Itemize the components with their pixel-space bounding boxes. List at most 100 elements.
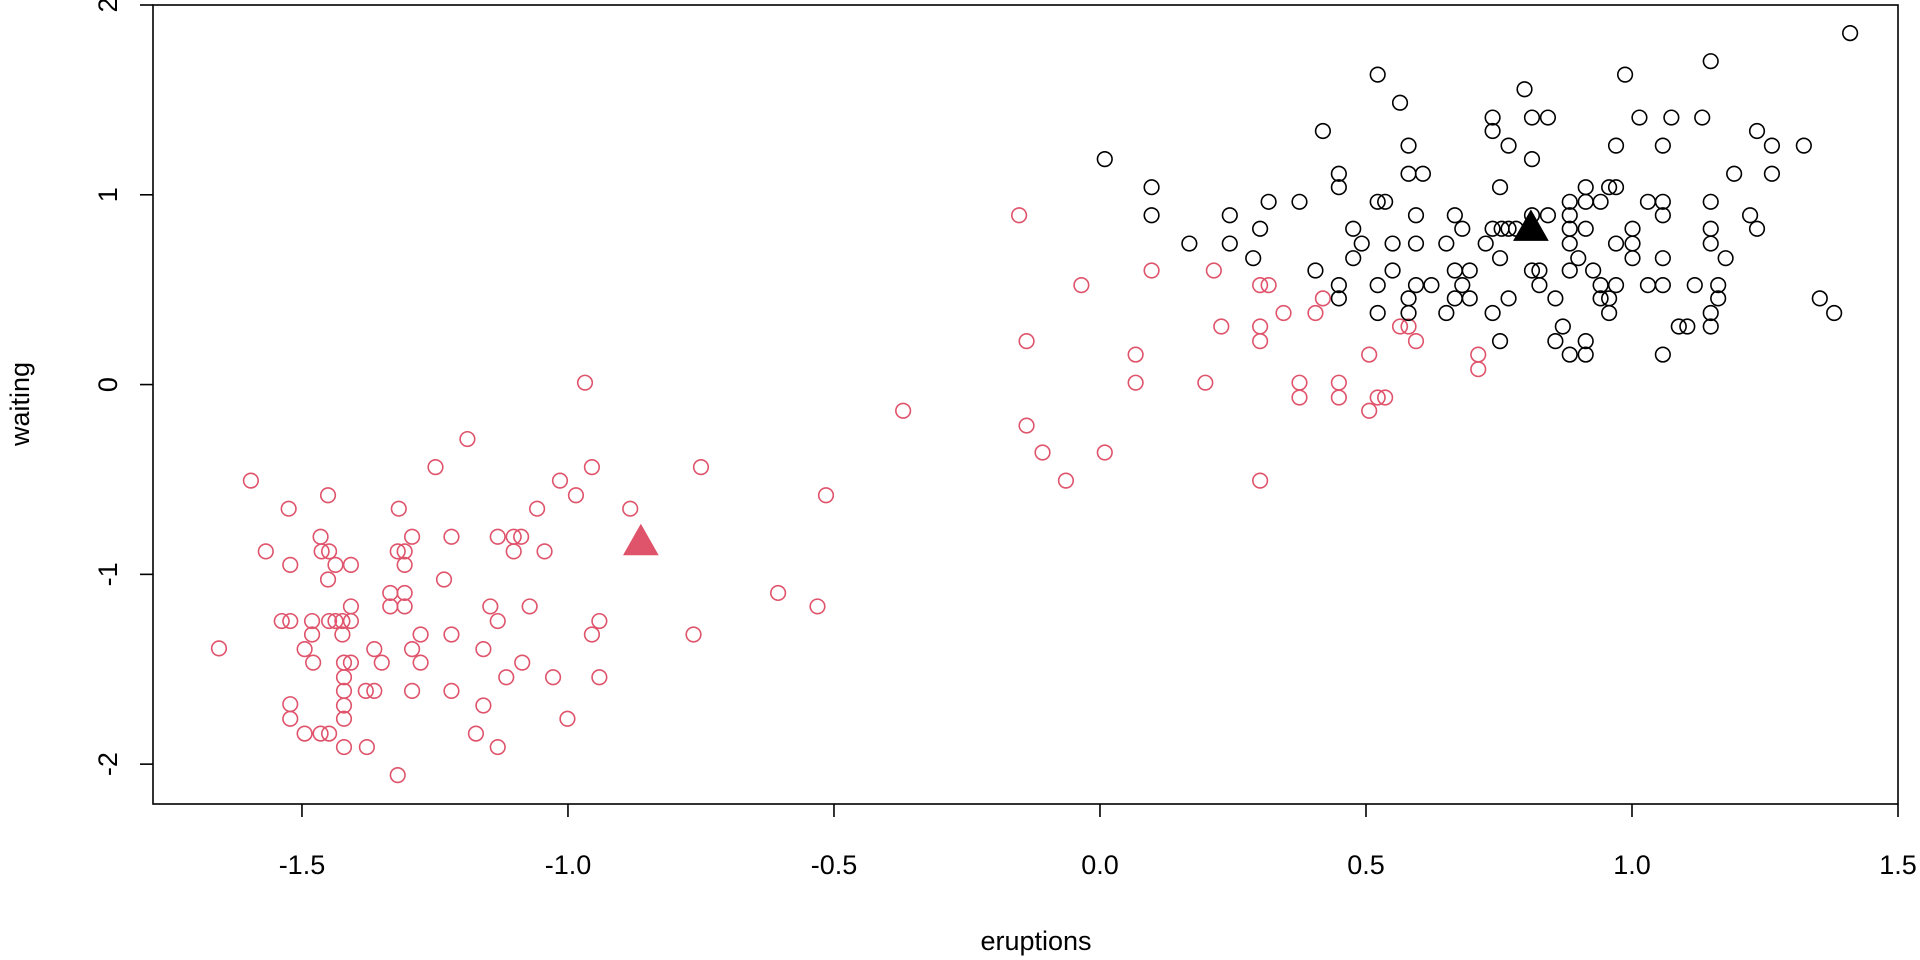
point	[895, 402, 912, 419]
point	[1213, 318, 1230, 335]
point	[1601, 290, 1618, 307]
point	[435, 571, 453, 588]
point	[358, 738, 375, 756]
point	[1377, 389, 1394, 406]
point	[342, 612, 360, 630]
point	[1260, 277, 1277, 294]
point	[1197, 374, 1214, 391]
point	[1361, 402, 1378, 419]
point	[1400, 137, 1417, 154]
point	[305, 654, 322, 671]
point	[591, 669, 608, 686]
point	[505, 543, 522, 560]
point	[583, 459, 601, 476]
point	[1523, 151, 1541, 168]
y-tick-label: 1	[93, 187, 123, 202]
point	[1252, 333, 1269, 350]
point	[513, 528, 530, 545]
point	[1577, 179, 1594, 196]
point	[1034, 444, 1051, 461]
point	[1811, 290, 1828, 307]
point	[1391, 318, 1409, 335]
point	[335, 682, 353, 699]
point	[1663, 109, 1680, 126]
y-tick-label: 2	[93, 0, 123, 13]
point	[1407, 235, 1425, 252]
point	[412, 626, 429, 643]
point	[1639, 193, 1657, 210]
point	[482, 598, 499, 615]
point	[1400, 304, 1417, 322]
point	[1717, 250, 1734, 267]
point	[1330, 374, 1347, 391]
point	[1400, 165, 1417, 182]
point	[1570, 250, 1587, 267]
point	[1454, 220, 1471, 237]
point	[1500, 290, 1517, 307]
point	[1624, 220, 1641, 237]
point	[1748, 122, 1766, 140]
point	[312, 725, 329, 742]
point	[1702, 53, 1719, 70]
point	[1523, 262, 1541, 279]
point	[1654, 250, 1671, 267]
point	[1710, 290, 1727, 307]
point	[1369, 277, 1386, 294]
point	[1592, 193, 1609, 210]
point	[313, 543, 330, 560]
point	[1561, 235, 1578, 252]
point	[475, 697, 492, 714]
point	[1577, 333, 1594, 350]
point	[443, 528, 460, 545]
point	[282, 556, 299, 573]
point	[1561, 262, 1578, 279]
point	[1461, 290, 1478, 307]
point	[1143, 179, 1160, 196]
point	[396, 556, 413, 573]
point	[373, 654, 390, 671]
point	[576, 374, 594, 391]
point	[1345, 220, 1362, 237]
y-tick-label: -2	[93, 752, 123, 776]
point	[335, 710, 353, 727]
point	[692, 459, 710, 476]
point	[1601, 304, 1618, 322]
point	[303, 626, 321, 643]
point	[357, 682, 374, 699]
point	[1702, 220, 1719, 237]
point	[1330, 290, 1347, 307]
point	[1423, 277, 1440, 294]
point	[591, 612, 608, 630]
point	[1096, 151, 1113, 168]
point	[1384, 235, 1401, 252]
point	[342, 598, 360, 615]
point	[1554, 318, 1571, 335]
point	[303, 612, 321, 630]
point	[1018, 417, 1035, 434]
point	[1561, 193, 1578, 210]
point	[1073, 277, 1090, 294]
point	[1446, 290, 1463, 307]
point	[1561, 346, 1578, 363]
point	[1607, 179, 1625, 196]
x-tick-label: 0.0	[1081, 850, 1119, 880]
point	[390, 500, 407, 517]
point	[1670, 318, 1687, 335]
point	[1601, 179, 1618, 196]
point	[210, 640, 228, 657]
point	[1484, 220, 1501, 237]
point	[1539, 207, 1557, 224]
point	[1221, 235, 1238, 252]
point	[1361, 346, 1378, 363]
point	[403, 641, 421, 658]
point	[1516, 81, 1533, 98]
point	[1330, 277, 1347, 294]
point	[1702, 318, 1719, 335]
point	[489, 738, 506, 756]
point	[327, 612, 344, 630]
point	[342, 556, 360, 573]
point	[1679, 318, 1696, 335]
point	[1654, 137, 1671, 154]
